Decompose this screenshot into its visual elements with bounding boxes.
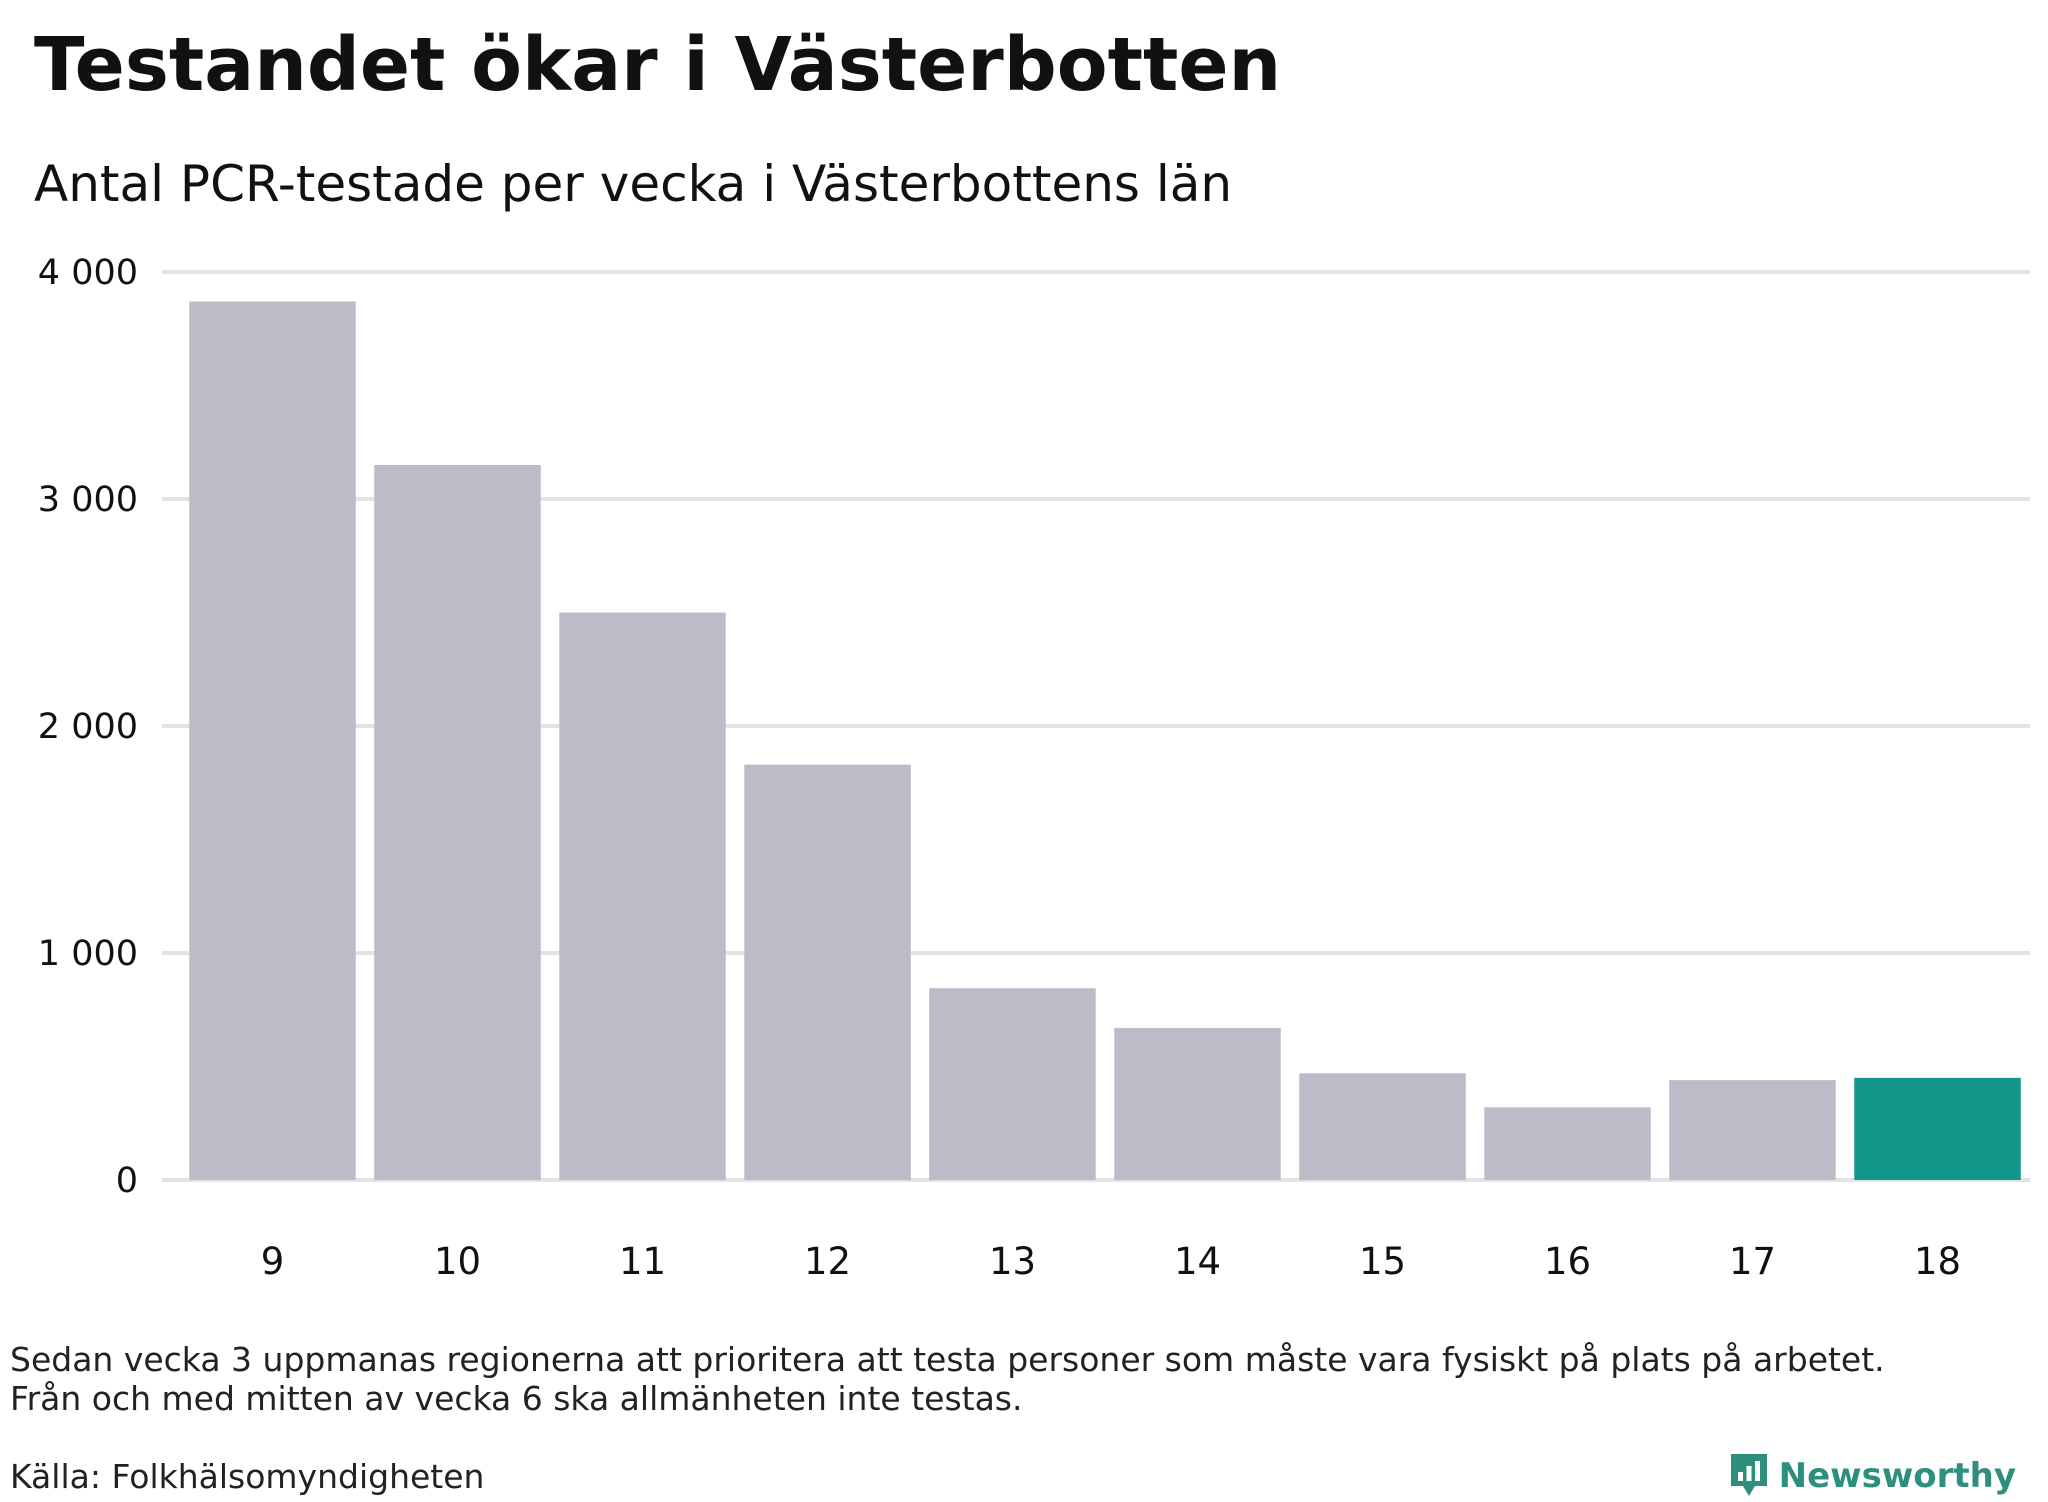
chart-note: Sedan vecka 3 uppmanas regionerna att pr…	[10, 1340, 2010, 1418]
y-tick-label: 4 000	[38, 253, 138, 293]
source-text: Källa: Folkhälsomyndigheten	[10, 1457, 485, 1496]
bars	[189, 301, 2021, 1180]
x-tick-label: 10	[434, 1240, 481, 1283]
y-tick-label: 3 000	[38, 480, 138, 520]
y-axis: 0 1 000 2 000 3 000 4 000	[38, 253, 138, 1201]
y-tick-label: 2 000	[38, 707, 138, 747]
x-tick-label: 12	[804, 1240, 851, 1283]
x-tick-label: 15	[1359, 1240, 1406, 1283]
brand-name: Newsworthy	[1778, 1456, 2016, 1496]
bar	[374, 464, 541, 1180]
y-tick-label: 1 000	[38, 934, 138, 974]
note-line: Från och med mitten av vecka 6 ska allmä…	[10, 1379, 1023, 1418]
bar-highlighted	[1854, 1077, 2021, 1180]
chart-title: Testandet ökar i Västerbotten	[34, 22, 1282, 108]
bar	[929, 988, 1096, 1180]
x-tick-label: 18	[1914, 1240, 1961, 1283]
x-tick-label: 13	[989, 1240, 1036, 1283]
x-axis: 9 10 11 12 13 14 15 16 17 18	[261, 1240, 1961, 1283]
chart-subtitle: Antal PCR-testade per vecka i Västerbott…	[34, 155, 1233, 213]
bar	[559, 612, 726, 1180]
bar	[1114, 1027, 1281, 1180]
note-line: Sedan vecka 3 uppmanas regionerna att pr…	[10, 1340, 1885, 1379]
bar-chart: 0 1 000 2 000 3 000 4 000 9 10 11 12 13 14 15 16 17 1…	[38, 253, 2030, 1283]
bar	[1299, 1073, 1466, 1180]
x-tick-label: 11	[619, 1240, 666, 1283]
x-tick-label: 17	[1729, 1240, 1776, 1283]
x-tick-label: 9	[261, 1240, 285, 1283]
x-tick-label: 16	[1544, 1240, 1591, 1283]
y-tick-label: 0	[116, 1161, 138, 1201]
bar	[744, 764, 911, 1180]
brand-logo: Newsworthy	[1727, 1450, 2016, 1502]
bar	[189, 301, 356, 1180]
x-tick-label: 14	[1174, 1240, 1221, 1283]
bar	[1484, 1107, 1651, 1180]
newsworthy-logo-icon	[1730, 1454, 1767, 1496]
bar	[1669, 1080, 1836, 1180]
